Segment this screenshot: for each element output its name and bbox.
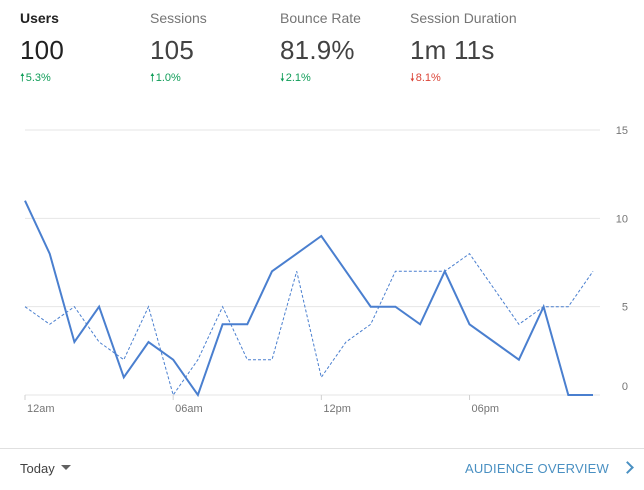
x-tick-label: 06pm — [472, 403, 500, 415]
metric-label: Sessions — [150, 10, 207, 26]
metric-change-value: 1.0% — [155, 72, 181, 84]
metric-change: 🠕1.0% — [150, 69, 181, 88]
y-tick-label: 15 — [616, 125, 628, 137]
series-line-current — [24, 200, 593, 398]
y-tick-label: 5 — [622, 302, 628, 314]
metric-value: 100 — [20, 35, 64, 65]
metric-value: 1m 11s — [410, 35, 495, 65]
arrow-up-icon: 🠕 — [150, 72, 155, 84]
report-link-label: AUDIENCE OVERVIEW — [464, 461, 609, 476]
audience-overview-link[interactable]: AUDIENCE OVERVIEW — [464, 461, 634, 476]
metric-change: 🠕5.3% — [20, 69, 51, 88]
metric-label: Bounce Rate — [280, 10, 361, 26]
metric-change-value: 8.1% — [415, 72, 441, 84]
metric-label: Session Duration — [410, 10, 517, 26]
footer: Today AUDIENCE OVERVIEW — [0, 448, 644, 490]
chevron-right-icon — [621, 461, 634, 474]
metric-change: 🠗2.1% — [280, 69, 311, 88]
x-tick-label: 12am — [27, 403, 55, 415]
series-line-previous — [24, 253, 594, 397]
metric-value: 105 — [150, 35, 194, 65]
metric-session-duration[interactable]: Session Duration 1m 11s 🠗8.1% — [410, 10, 540, 90]
caret-down-icon — [60, 465, 71, 471]
metric-sessions[interactable]: Sessions 105 🠕1.0% — [150, 10, 280, 90]
metric-change-value: 2.1% — [285, 72, 311, 84]
arrow-down-icon: 🠗 — [280, 72, 285, 84]
metric-change-value: 5.3% — [25, 72, 51, 84]
metric-bounce-rate[interactable]: Bounce Rate 81.9% 🠗2.1% — [280, 10, 410, 90]
x-tick-label: 06am — [175, 403, 203, 415]
metric-label: Users — [20, 10, 59, 26]
arrow-up-icon: 🠕 — [20, 72, 25, 84]
date-range-label: Today — [20, 461, 55, 476]
x-tick-label: 12pm — [323, 403, 351, 415]
y-tick-label: 10 — [616, 213, 628, 225]
y-tick-label: 0 — [622, 381, 628, 393]
metric-change: 🠗8.1% — [410, 69, 441, 88]
metrics-row: Users 100 🠕5.3% Sessions 105 🠕1.0% Bounc… — [0, 0, 644, 100]
metric-value: 81.9% — [280, 35, 355, 65]
metric-users[interactable]: Users 100 🠕5.3% — [20, 10, 150, 90]
date-range-dropdown[interactable]: Today — [20, 461, 71, 476]
chart-svg: 15 10 5 0 12am 06am 12pm 06pm — [24, 125, 628, 415]
line-chart: 15 10 5 0 12am 06am 12pm 06pm — [0, 120, 644, 420]
arrow-down-icon: 🠗 — [410, 72, 415, 84]
